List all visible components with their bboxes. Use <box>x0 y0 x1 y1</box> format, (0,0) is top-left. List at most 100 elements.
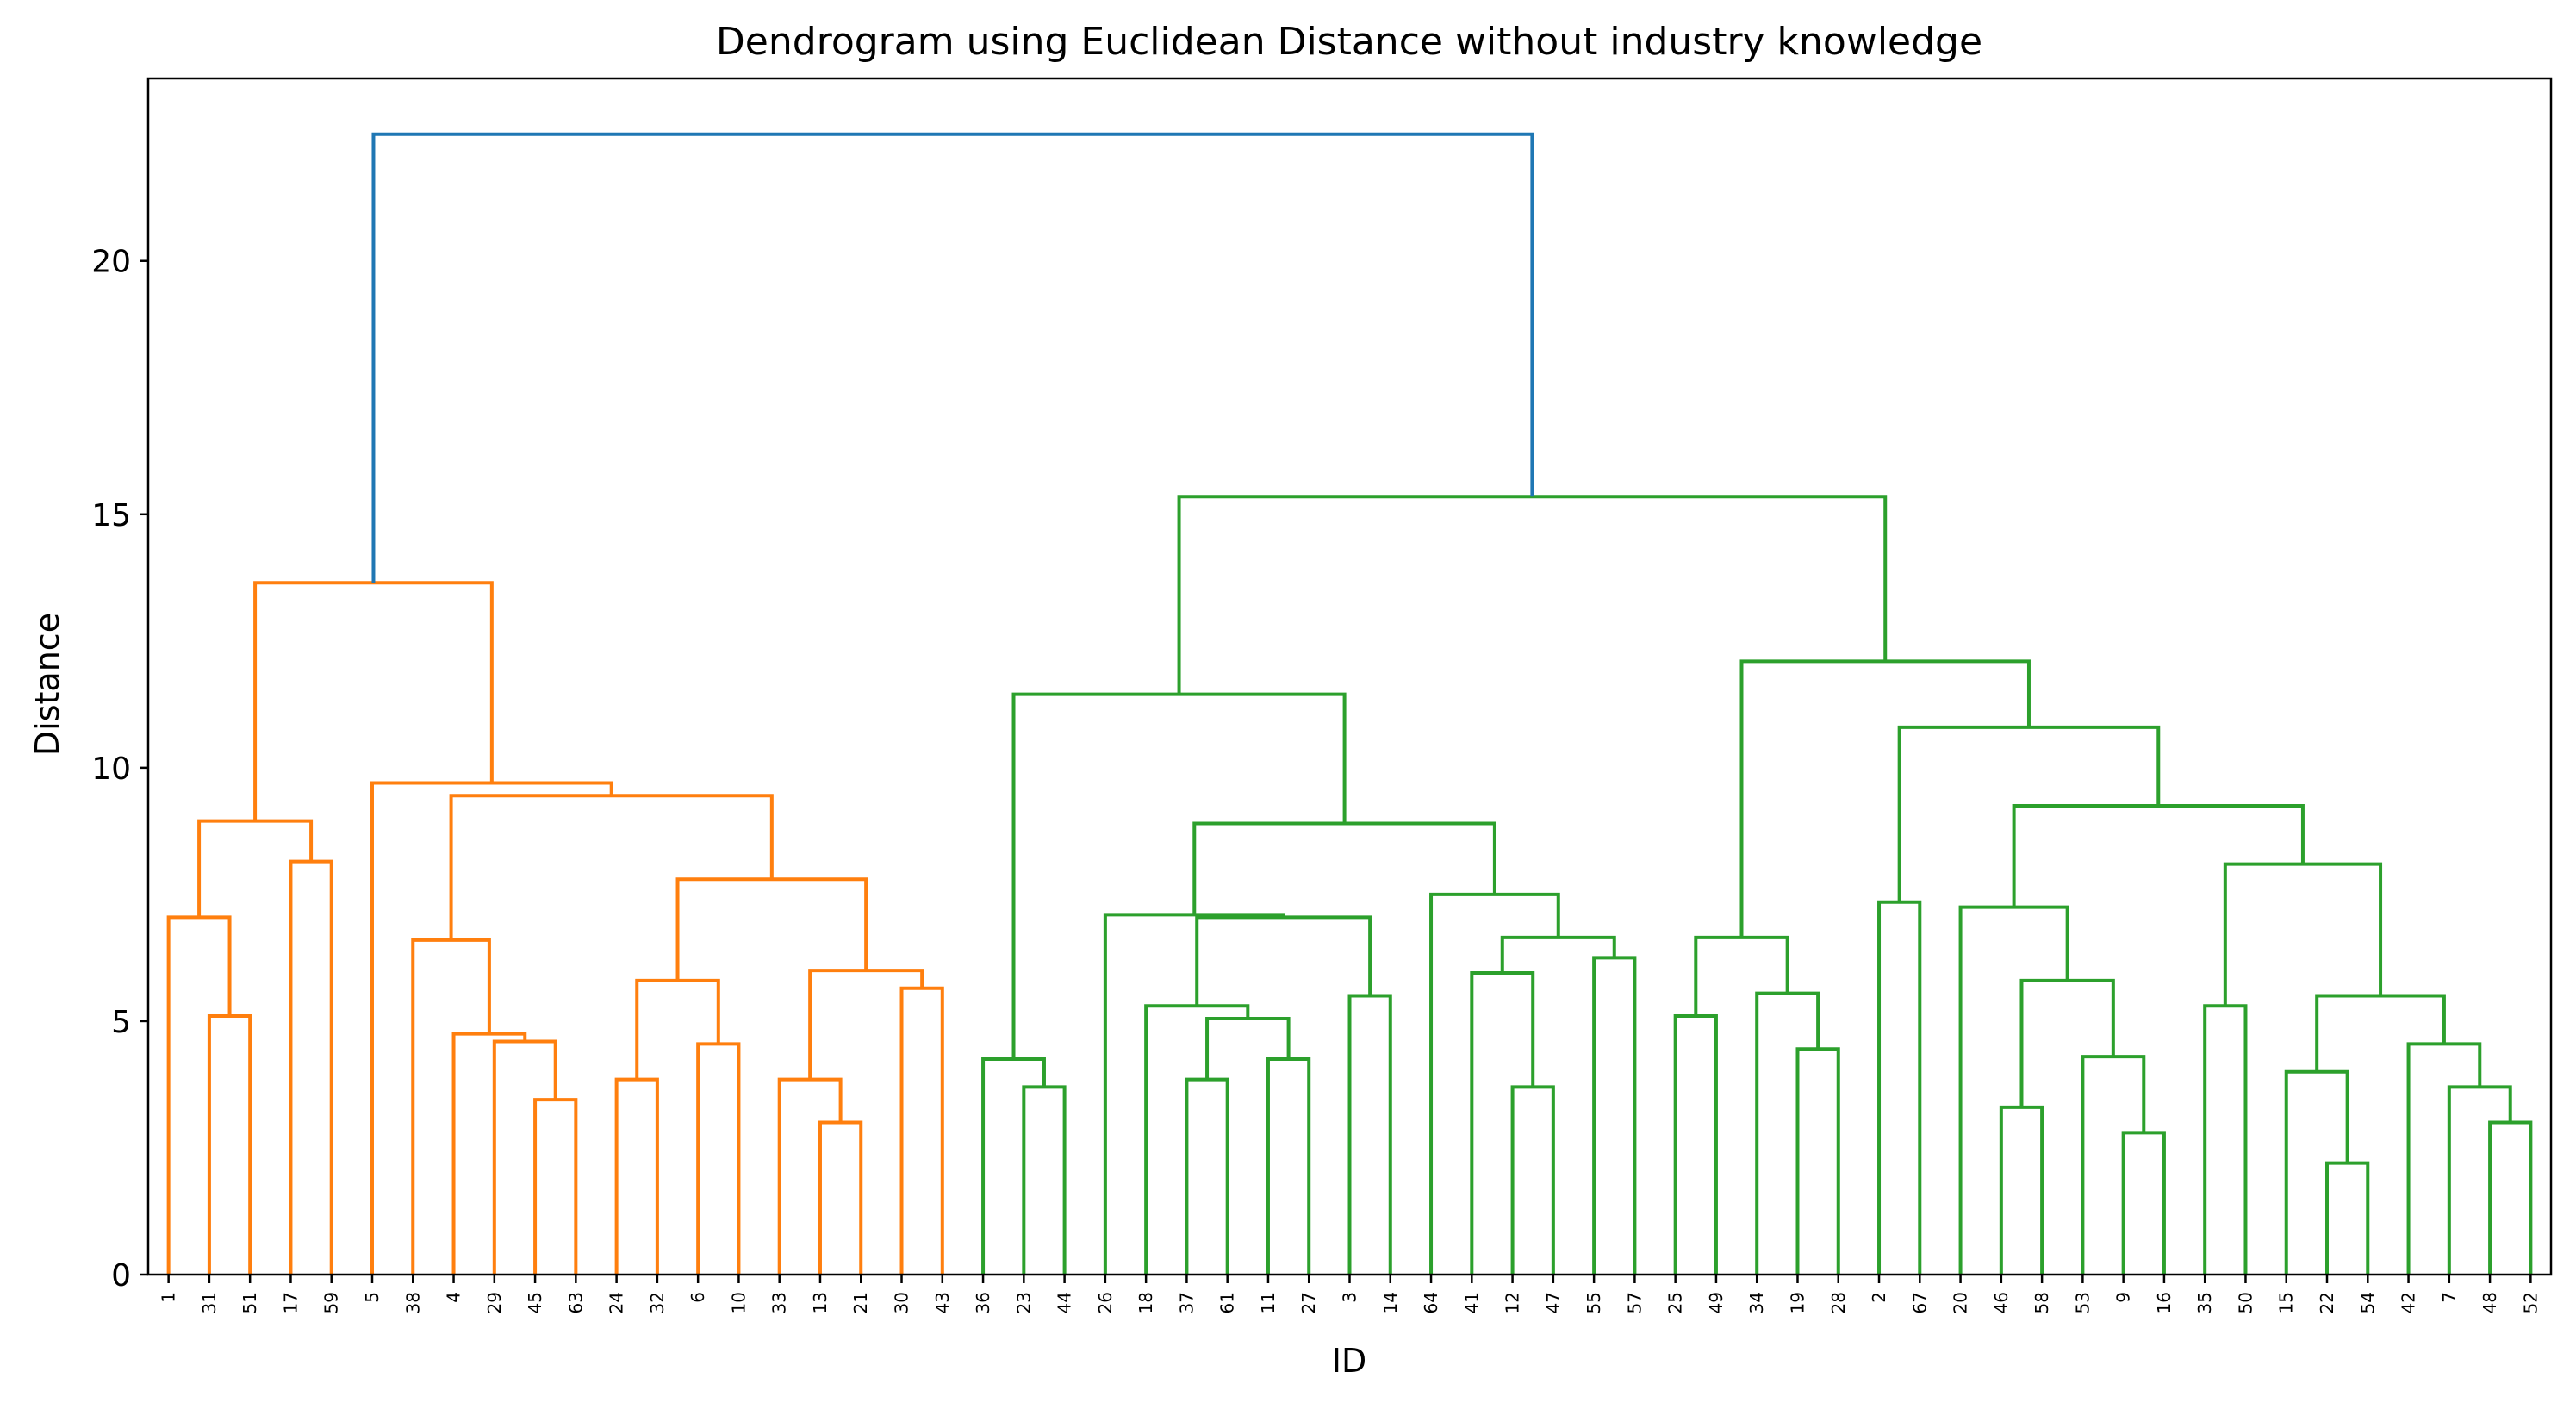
dendrogram-link <box>1897 725 2161 902</box>
dendrogram-link <box>1673 1014 1718 1275</box>
x-tick-label: 53 <box>2072 1292 2093 1313</box>
x-axis-ticks: 1 31 51 17 59 5 38 4 29 45 63 24 32 6 10 33 13 21 30 43 36 23… <box>159 1275 2541 1313</box>
x-tick-label: 7 <box>2439 1292 2460 1303</box>
dendrogram-link <box>1877 900 1922 1275</box>
x-tick-label: 35 <box>2194 1292 2215 1313</box>
x-tick-label: 43 <box>932 1292 953 1313</box>
x-tick-label: 55 <box>1584 1292 1604 1313</box>
dendrogram-link <box>808 969 924 1080</box>
dendrogram-link <box>1185 1077 1229 1275</box>
x-tick-label: 31 <box>199 1292 220 1313</box>
x-tick-label: 4 <box>444 1292 464 1303</box>
dendrogram-link <box>451 1032 527 1275</box>
x-tick-label: 10 <box>728 1292 749 1313</box>
dendrogram-link <box>2012 803 2305 907</box>
x-tick-label: 34 <box>1746 1292 1767 1313</box>
dendrogram-link <box>1510 1085 1555 1275</box>
x-tick-label: 26 <box>1095 1292 1116 1313</box>
dendrogram-link <box>1347 994 1392 1275</box>
x-tick-label: 32 <box>647 1292 668 1313</box>
x-tick-label: 61 <box>1217 1292 1238 1313</box>
dendrogram-link <box>2019 978 2115 1107</box>
x-tick-label: 58 <box>2032 1292 2052 1313</box>
dendrogram-link <box>207 1014 252 1275</box>
y-tick-label: 5 <box>111 1005 131 1040</box>
dendrogram-link <box>2406 1042 2482 1275</box>
x-tick-label: 59 <box>321 1292 342 1313</box>
dendrogram-link <box>1470 971 1535 1275</box>
dendrogram-link <box>1011 692 1347 1060</box>
dendrogram-link <box>1205 1016 1291 1080</box>
dendrogram-link <box>2447 1085 2512 1275</box>
x-tick-label: 15 <box>2276 1292 2297 1313</box>
x-tick-label: 37 <box>1176 1292 1197 1313</box>
dendrogram-link <box>1103 913 1285 1275</box>
y-tick-label: 0 <box>111 1258 131 1294</box>
x-tick-label: 42 <box>2399 1292 2419 1313</box>
dendrogram-link <box>533 1098 578 1275</box>
dendrogram-link <box>2284 1069 2349 1275</box>
x-tick-label: 9 <box>2113 1292 2134 1303</box>
dendrogram-link <box>253 581 494 821</box>
dendrogram-link <box>1739 659 2031 938</box>
chart-title: Dendrogram using Euclidean Distance with… <box>716 20 1982 64</box>
x-tick-label: 44 <box>1055 1292 1075 1313</box>
dendrogram-link <box>1429 892 1560 1275</box>
x-tick-label: 48 <box>2480 1292 2500 1313</box>
dendrogram-link <box>1266 1057 1311 1275</box>
x-tick-label: 6 <box>688 1292 708 1303</box>
x-tick-label: 54 <box>2357 1292 2378 1313</box>
x-tick-label: 28 <box>1828 1292 1849 1313</box>
dendrogram-link <box>1195 915 1372 1007</box>
x-tick-label: 67 <box>1909 1292 1930 1313</box>
dendrogram-link <box>2223 862 2383 1007</box>
x-tick-label: 22 <box>2317 1292 2337 1313</box>
dendrogram-link <box>492 1039 557 1275</box>
x-tick-label: 11 <box>1258 1292 1279 1313</box>
x-tick-label: 19 <box>1787 1292 1808 1313</box>
dendrogram-links <box>166 132 2533 1275</box>
dendrogram-link <box>2315 994 2446 1072</box>
dendrogram-link <box>696 1042 741 1275</box>
x-tick-label: 17 <box>280 1292 301 1313</box>
dendrogram-link <box>289 859 333 1275</box>
x-tick-label: 24 <box>607 1292 627 1313</box>
x-tick-label: 49 <box>1706 1292 1727 1313</box>
x-tick-label: 45 <box>525 1292 545 1313</box>
dendrogram-link <box>1795 1047 1840 1275</box>
x-tick-label: 3 <box>1340 1292 1360 1303</box>
x-tick-label: 16 <box>2154 1292 2175 1313</box>
plot-frame <box>146 77 2553 1276</box>
x-tick-label: 18 <box>1136 1292 1156 1313</box>
dendrogram-link <box>635 978 720 1080</box>
dendrogram-link <box>1177 495 1888 695</box>
x-tick-label: 41 <box>1461 1292 1482 1313</box>
dendrogram-link <box>2081 1055 2146 1275</box>
x-tick-label: 12 <box>1503 1292 1523 1313</box>
dendrogram-link <box>166 915 232 1275</box>
x-tick-label: 50 <box>2235 1292 2256 1313</box>
dendrogram-link <box>818 1120 863 1275</box>
dendrogram-link <box>449 794 774 940</box>
x-tick-label: 64 <box>1421 1292 1441 1313</box>
dendrogram-link <box>1592 956 1637 1275</box>
dendrogram-link <box>614 1077 659 1275</box>
x-tick-label: 1 <box>159 1292 179 1303</box>
x-tick-label: 13 <box>810 1292 831 1313</box>
dendrogram-link <box>2325 1161 2370 1275</box>
dendrogram-link <box>1144 1004 1250 1275</box>
x-tick-label: 63 <box>565 1292 586 1313</box>
dendrogram-link <box>675 877 868 981</box>
y-axis-label: Distance <box>28 613 66 756</box>
x-tick-label: 27 <box>1298 1292 1319 1313</box>
dendrogram-link <box>1958 905 2069 1275</box>
x-tick-label: 23 <box>1013 1292 1034 1313</box>
y-tick-label: 10 <box>91 751 131 787</box>
y-tick-label: 20 <box>91 245 131 280</box>
dendrogram-link <box>981 1057 1046 1275</box>
x-tick-label: 52 <box>2520 1292 2541 1313</box>
x-tick-label: 21 <box>850 1292 871 1313</box>
x-tick-label: 36 <box>973 1292 993 1313</box>
dendrogram-link <box>777 1077 843 1275</box>
